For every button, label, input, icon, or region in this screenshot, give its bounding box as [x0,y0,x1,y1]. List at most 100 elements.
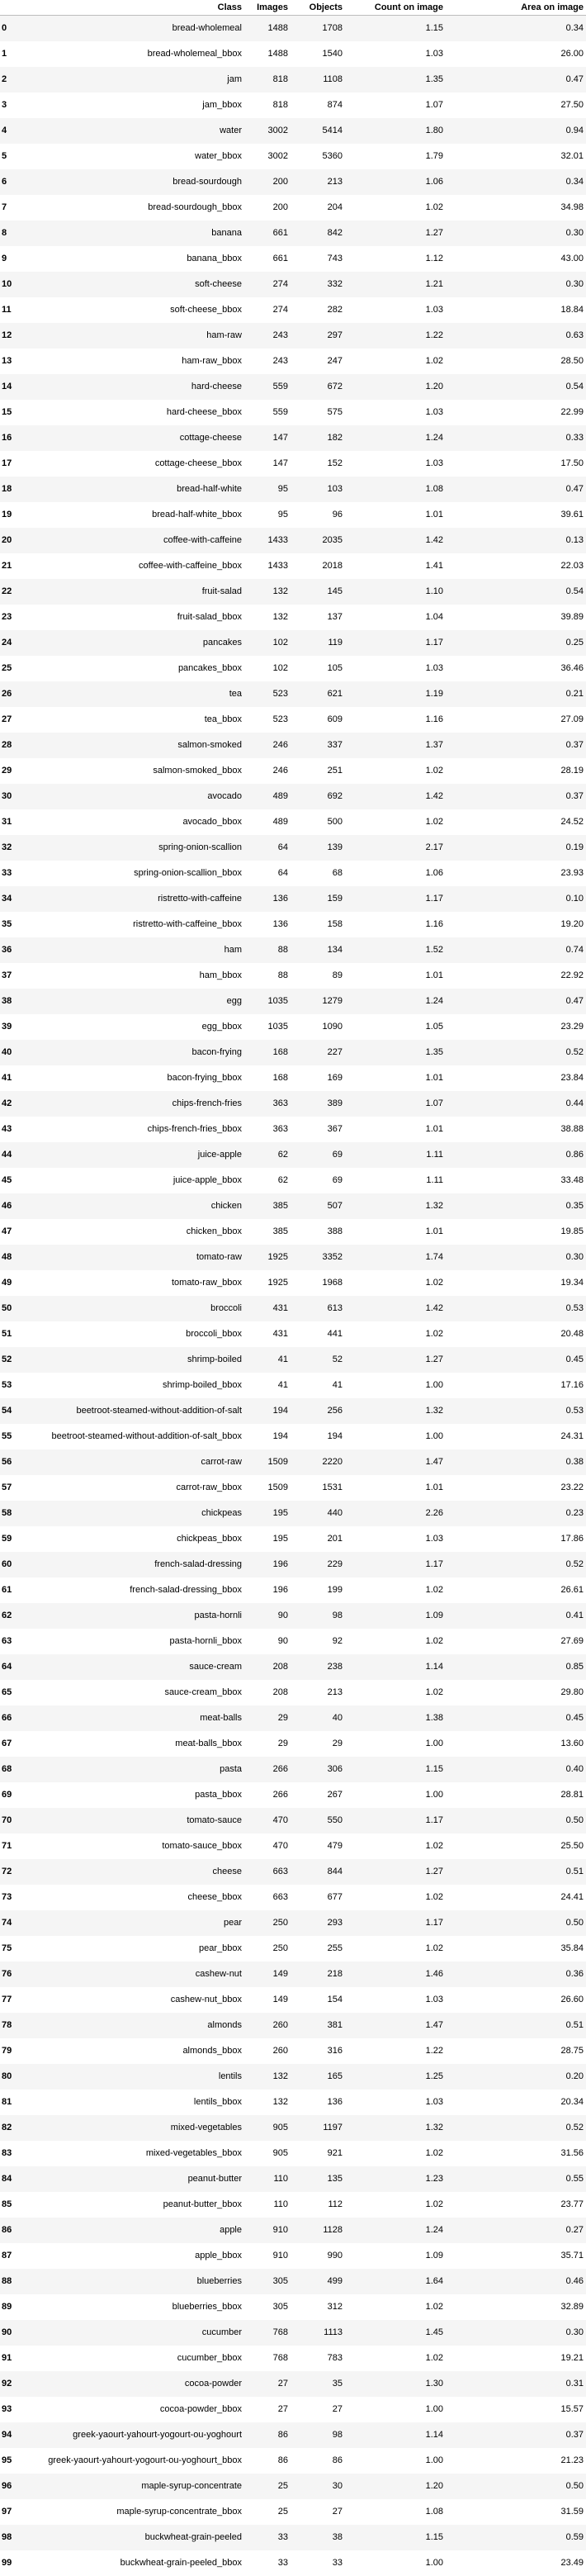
cell-count-on-image: 1.01 [425,1073,443,1083]
cell-count-on-image: 1.08 [425,484,443,494]
cell-objects: 229 [327,1559,343,1569]
header-index [0,0,21,16]
cell-images: 1488 [267,23,288,34]
cell-images: 149 [272,1969,288,1979]
row-index: 6 [2,177,7,187]
row-index: 9 [2,254,7,263]
cell-area-on-image: 39.61 [560,510,584,519]
row-index: 66 [2,1713,12,1723]
row-index: 81 [2,2097,12,2107]
cell-objects: 441 [327,1329,343,1339]
cell-area-on-image: 28.19 [560,766,584,776]
cell-objects: 743 [327,254,343,263]
cell-images: 243 [272,356,288,366]
table-row: 8 banana 661 842 1.27 0.30 [0,220,586,246]
cell-count-on-image: 1.32 [425,2123,443,2132]
cell-count-on-image: 1.01 [425,510,443,519]
cell-images: 3002 [267,151,288,161]
cell-count-on-image: 1.19 [425,689,443,699]
table-row: 60 french-salad-dressing 196 229 1.17 0.52 [0,1551,586,1577]
cell-count-on-image: 1.03 [425,1534,443,1544]
cell-class: pasta-hornli [194,1611,242,1620]
cell-images: 431 [272,1329,288,1339]
row-index: 78 [2,2020,12,2030]
cell-count-on-image: 1.45 [425,2327,443,2337]
cell-images: 208 [272,1687,288,1697]
cell-images: 274 [272,305,288,315]
row-index: 62 [2,1611,12,1620]
cell-objects: 388 [327,1226,343,1236]
cell-count-on-image: 1.02 [425,202,443,212]
cell-class: cottage-cheese [179,433,242,443]
cell-count-on-image: 1.03 [425,49,443,59]
table-row: 36 ham 88 134 1.52 0.74 [0,937,586,963]
cell-images: 62 [277,1175,288,1185]
cell-area-on-image: 0.54 [565,586,584,596]
cell-class: spring-onion-scallion_bbox [134,868,242,878]
table-row: 1 bread-wholemeal_bbox 1488 1540 1.03 26.00 [0,40,586,67]
cell-objects: 672 [327,382,343,391]
cell-images: 246 [272,766,288,776]
table-row: 85 peanut-butter_bbox 110 112 1.02 23.77 [0,2191,586,2218]
cell-count-on-image: 1.11 [426,1175,443,1185]
row-index: 14 [2,382,12,391]
cell-images: 86 [277,2455,288,2465]
cell-class: maple-syrup-concentrate_bbox [116,2507,242,2517]
cell-count-on-image: 1.24 [425,996,443,1006]
cell-images: 132 [272,2071,288,2081]
cell-area-on-image: 0.50 [565,1815,584,1825]
row-index: 82 [2,2123,12,2132]
cell-area-on-image: 0.44 [565,1098,584,1108]
cell-area-on-image: 0.47 [565,74,584,84]
table-row: 12 ham-raw 243 297 1.22 0.63 [0,322,586,349]
cell-objects: 165 [327,2071,343,2081]
cell-images: 200 [272,177,288,187]
cell-area-on-image: 0.19 [565,842,584,852]
cell-class: shrimp-boiled [187,1354,242,1364]
cell-images: 33 [277,2558,288,2568]
row-index: 26 [2,689,12,699]
table-row: 66 meat-balls 29 40 1.38 0.45 [0,1705,586,1731]
cell-count-on-image: 1.01 [425,1483,443,1492]
cell-images: 88 [277,945,288,955]
header-class: Class [21,0,244,16]
cell-count-on-image: 1.42 [425,791,443,801]
cell-area-on-image: 32.01 [560,151,584,161]
row-index: 15 [2,407,12,417]
cell-class: french-salad-dressing_bbox [130,1585,242,1595]
table-row: 23 fruit-salad_bbox 132 137 1.04 39.89 [0,604,586,630]
cell-images: 168 [272,1047,288,1057]
cell-objects: 312 [327,2302,343,2312]
cell-objects: 92 [332,1636,343,1646]
row-index: 73 [2,1892,12,1902]
table-row: 94 greek-yaourt-yahourt-yogourt-ou-yoghou… [0,2422,586,2448]
cell-count-on-image: 1.15 [425,2532,443,2542]
cell-objects: 199 [327,1585,343,1595]
cell-class: meat-balls_bbox [175,1739,242,1748]
cell-images: 661 [272,254,288,263]
cell-count-on-image: 1.03 [425,663,443,673]
row-index: 60 [2,1559,12,1569]
cell-objects: 990 [327,2251,343,2261]
cell-images: 489 [272,817,288,827]
row-index: 21 [2,561,12,571]
row-index: 48 [2,1252,12,1262]
cell-count-on-image: 1.06 [425,177,443,187]
cell-class: ham-raw_bbox [182,356,242,366]
table-row: 70 tomato-sauce 470 550 1.17 0.50 [0,1807,586,1834]
cell-area-on-image: 17.86 [560,1534,584,1544]
cell-area-on-image: 29.80 [560,1687,584,1697]
cell-images: 196 [272,1585,288,1595]
cell-area-on-image: 28.50 [560,356,584,366]
cell-objects: 29 [332,1739,343,1748]
cell-images: 1925 [267,1252,288,1262]
cell-objects: 2220 [322,1457,343,1467]
cell-count-on-image: 1.00 [425,2404,443,2414]
cell-class: tomato-sauce [187,1815,242,1825]
table-row: 84 peanut-butter 110 135 1.23 0.55 [0,2166,586,2192]
row-index: 84 [2,2174,12,2184]
cell-area-on-image: 28.81 [560,1790,584,1800]
cell-images: 431 [272,1303,288,1313]
cell-images: 385 [272,1226,288,1236]
cell-class: cocoa-powder [184,2379,242,2389]
